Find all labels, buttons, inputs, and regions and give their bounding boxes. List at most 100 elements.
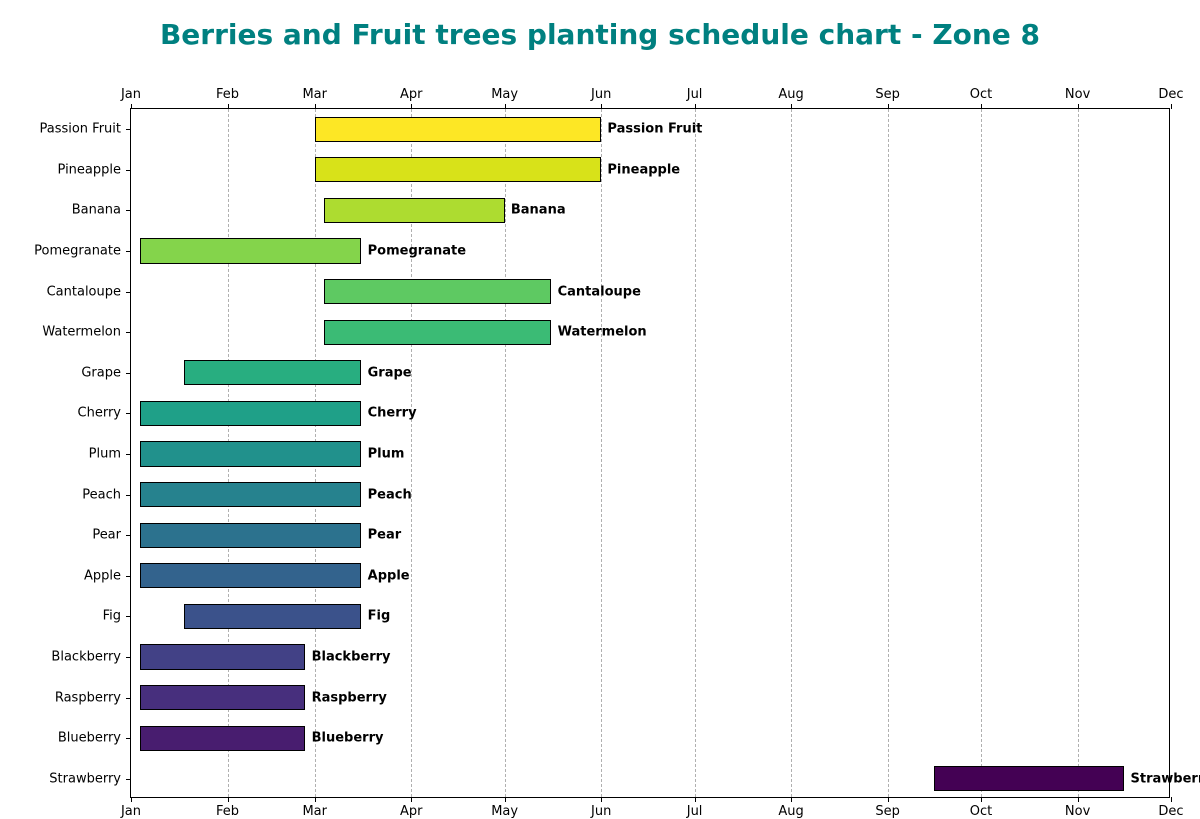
x-axis-bottom-label: Dec xyxy=(1141,804,1200,819)
bar-label: Blackberry xyxy=(312,649,391,664)
y-tickmark xyxy=(126,332,131,333)
x-axis-top-label: Apr xyxy=(381,87,441,102)
y-tickmark xyxy=(126,535,131,536)
x-axis-top-label: Dec xyxy=(1141,87,1200,102)
x-axis-bottom-label: Nov xyxy=(1048,804,1108,819)
x-axis-top-label: Mar xyxy=(285,87,345,102)
bar-label: Passion Fruit xyxy=(607,122,702,137)
x-tickmark xyxy=(505,104,506,109)
planting-bar xyxy=(324,198,505,223)
y-tickmark xyxy=(126,616,131,617)
y-axis-label: Apple xyxy=(1,568,131,583)
bar-label: Pineapple xyxy=(607,162,680,177)
planting-bar xyxy=(140,482,361,507)
planting-bar xyxy=(324,279,551,304)
bar-label: Plum xyxy=(368,447,405,462)
x-tickmark xyxy=(411,104,412,109)
bar-label: Apple xyxy=(368,568,410,583)
x-axis-top-label: Aug xyxy=(761,87,821,102)
gridline xyxy=(601,109,602,797)
x-tickmark xyxy=(1078,104,1079,109)
y-tickmark xyxy=(126,698,131,699)
x-axis-bottom-label: Mar xyxy=(285,804,345,819)
bar-label: Pomegranate xyxy=(368,244,466,259)
x-axis-top-label: Nov xyxy=(1048,87,1108,102)
y-axis-label: Blackberry xyxy=(1,649,131,664)
y-axis-label: Grape xyxy=(1,365,131,380)
x-axis-top-label: Jul xyxy=(665,87,725,102)
y-tickmark xyxy=(126,738,131,739)
y-axis-label: Pomegranate xyxy=(1,244,131,259)
chart-title: Berries and Fruit trees planting schedul… xyxy=(0,18,1200,51)
x-axis-bottom-label: Jan xyxy=(101,804,161,819)
y-tickmark xyxy=(126,170,131,171)
x-tickmark xyxy=(888,104,889,109)
x-axis-bottom-label: Aug xyxy=(761,804,821,819)
y-tickmark xyxy=(126,210,131,211)
y-axis-label: Raspberry xyxy=(1,690,131,705)
gridline xyxy=(505,109,506,797)
planting-bar xyxy=(140,726,305,751)
y-tickmark xyxy=(126,413,131,414)
planting-bar xyxy=(184,360,361,385)
planting-bar xyxy=(140,238,361,263)
planting-bar xyxy=(140,644,305,669)
x-axis-top-label: May xyxy=(475,87,535,102)
y-axis-label: Cantaloupe xyxy=(1,284,131,299)
x-axis-top-label: Jan xyxy=(101,87,161,102)
x-axis-bottom-label: Sep xyxy=(858,804,918,819)
x-tickmark xyxy=(695,104,696,109)
planting-bar xyxy=(184,604,361,629)
bar-label: Cherry xyxy=(368,406,417,421)
y-axis-label: Peach xyxy=(1,487,131,502)
gridline xyxy=(791,109,792,797)
y-axis-label: Fig xyxy=(1,609,131,624)
y-tickmark xyxy=(126,779,131,780)
y-tickmark xyxy=(126,454,131,455)
bar-label: Fig xyxy=(368,609,391,624)
planting-bar xyxy=(315,117,601,142)
y-axis-label: Pear xyxy=(1,528,131,543)
bar-label: Watermelon xyxy=(558,325,647,340)
x-tickmark xyxy=(1171,104,1172,109)
x-tickmark xyxy=(131,104,132,109)
planting-bar xyxy=(315,157,601,182)
planting-bar xyxy=(140,685,305,710)
planting-bar xyxy=(934,766,1124,791)
bar-label: Strawberry xyxy=(1131,771,1200,786)
x-axis-top-label: Jun xyxy=(571,87,631,102)
x-axis-top-label: Sep xyxy=(858,87,918,102)
planting-bar xyxy=(140,563,361,588)
planting-bar xyxy=(140,401,361,426)
y-tickmark xyxy=(126,495,131,496)
chart-area: JanJanFebFebMarMarAprAprMayMayJunJunJulJ… xyxy=(130,108,1170,798)
y-axis-label: Pineapple xyxy=(1,162,131,177)
y-tickmark xyxy=(126,373,131,374)
x-tickmark xyxy=(981,104,982,109)
planting-bar xyxy=(140,523,361,548)
x-axis-bottom-label: May xyxy=(475,804,535,819)
planting-bar xyxy=(324,320,551,345)
plot-area: JanJanFebFebMarMarAprAprMayMayJunJunJulJ… xyxy=(130,108,1170,798)
x-axis-bottom-label: Jul xyxy=(665,804,725,819)
y-tickmark xyxy=(126,657,131,658)
y-axis-label: Plum xyxy=(1,447,131,462)
y-axis-label: Passion Fruit xyxy=(1,122,131,137)
bar-label: Pear xyxy=(368,528,402,543)
x-axis-bottom-label: Apr xyxy=(381,804,441,819)
x-tickmark xyxy=(791,104,792,109)
y-axis-label: Cherry xyxy=(1,406,131,421)
planting-bar xyxy=(140,441,361,466)
bar-label: Grape xyxy=(368,365,412,380)
y-axis-label: Watermelon xyxy=(1,325,131,340)
y-tickmark xyxy=(126,251,131,252)
bar-label: Peach xyxy=(368,487,412,502)
y-tickmark xyxy=(126,576,131,577)
x-tickmark xyxy=(315,104,316,109)
y-axis-label: Banana xyxy=(1,203,131,218)
x-axis-top-label: Feb xyxy=(198,87,258,102)
y-tickmark xyxy=(126,129,131,130)
bar-label: Raspberry xyxy=(312,690,387,705)
y-axis-label: Blueberry xyxy=(1,731,131,746)
y-axis-label: Strawberry xyxy=(1,771,131,786)
